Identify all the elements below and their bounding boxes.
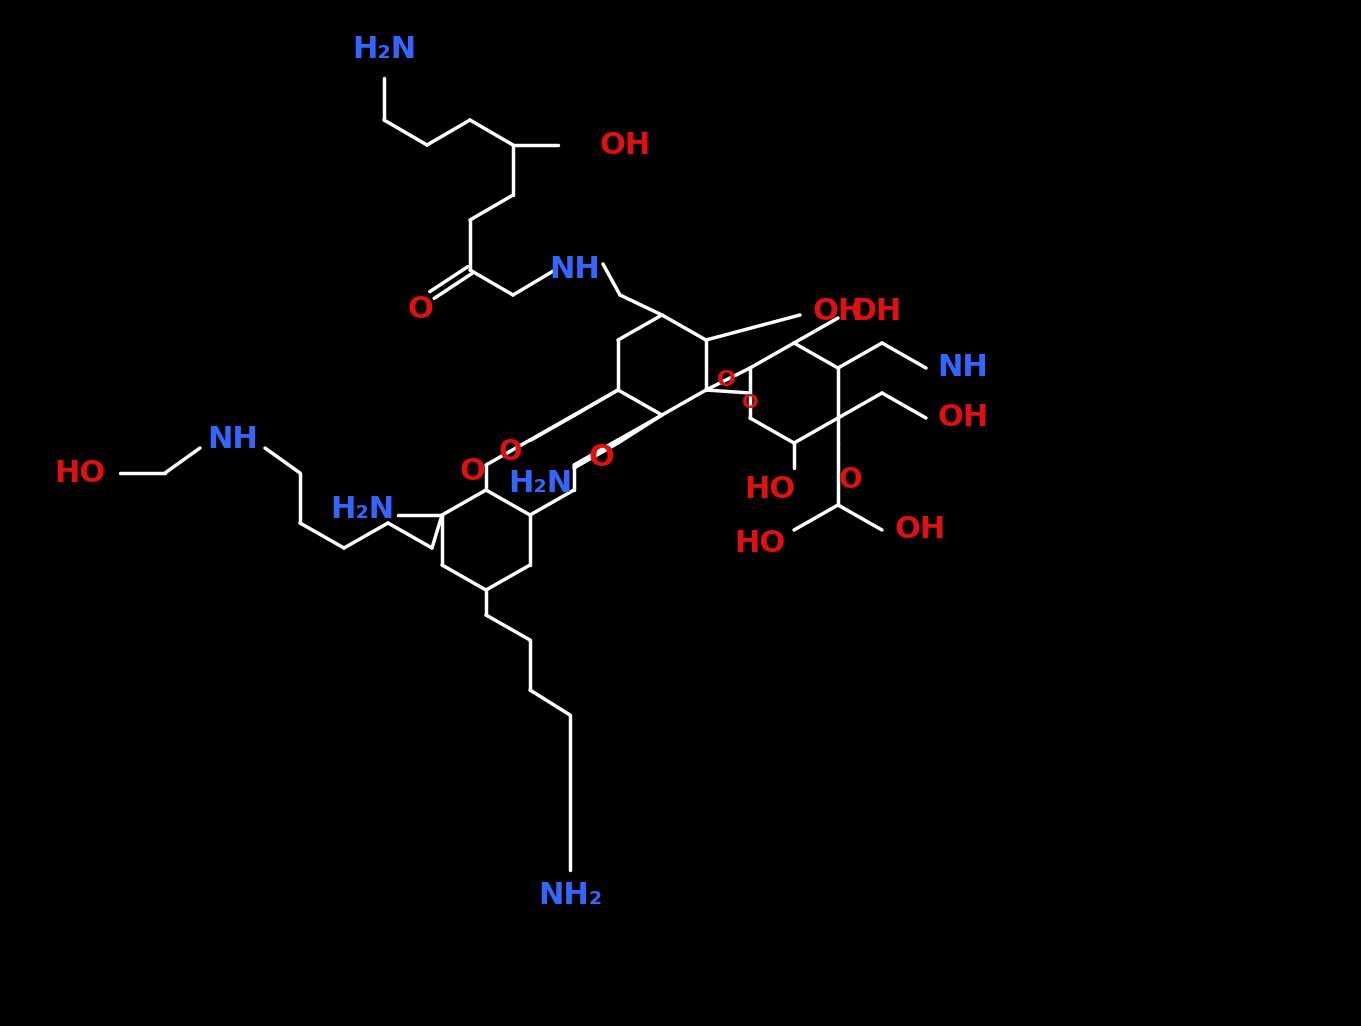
Text: OH: OH xyxy=(813,298,864,326)
Text: O: O xyxy=(588,443,614,473)
Text: O: O xyxy=(459,458,485,486)
Text: O: O xyxy=(716,370,735,390)
Text: O: O xyxy=(742,394,758,412)
Text: NH₂: NH₂ xyxy=(538,880,602,909)
Text: NH: NH xyxy=(938,354,988,383)
Text: HO: HO xyxy=(54,459,106,487)
Text: OH: OH xyxy=(894,515,946,545)
Text: H₂N: H₂N xyxy=(329,496,395,524)
Text: O: O xyxy=(838,466,862,494)
Text: HO: HO xyxy=(744,475,796,505)
Text: HO: HO xyxy=(735,528,785,557)
Text: NH: NH xyxy=(550,255,600,284)
Text: H₂N: H₂N xyxy=(352,36,416,65)
Text: NH: NH xyxy=(208,426,259,455)
Text: OH: OH xyxy=(600,130,652,159)
Text: OH: OH xyxy=(851,298,901,326)
Text: OH: OH xyxy=(938,403,988,433)
Text: O: O xyxy=(407,295,433,324)
Text: H₂N: H₂N xyxy=(508,469,572,498)
Text: O: O xyxy=(498,438,521,466)
